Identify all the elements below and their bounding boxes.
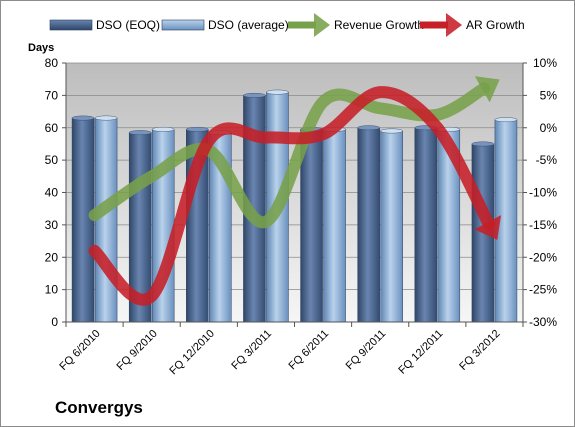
bar-dso-average xyxy=(380,130,403,323)
legend-label: DSO (EOQ) xyxy=(96,18,160,32)
right-tick-label: 10% xyxy=(533,56,557,70)
legend-label: AR Growth xyxy=(466,18,525,32)
x-tick-label: FQ 3/2012 xyxy=(457,328,502,373)
legend-label: Revenue Growth xyxy=(334,18,424,32)
legend: DSO (EOQ) DSO (average) Revenue Growth AR G… xyxy=(49,13,525,37)
x-tick-label: FQ 9/2010 xyxy=(115,328,160,373)
growth-lines xyxy=(88,76,502,306)
bar-cap xyxy=(128,130,152,136)
left-tick-label: 80 xyxy=(45,56,59,70)
left-tick-label: 60 xyxy=(45,121,59,135)
left-tick-label: 30 xyxy=(45,218,59,232)
left-axis-label: Days xyxy=(28,42,54,54)
right-tick-label: -30% xyxy=(529,315,557,329)
right-tick-label: -5% xyxy=(536,153,558,167)
company-name: Convergys xyxy=(55,398,143,417)
legend-arrowhead xyxy=(446,13,462,37)
bar-cap xyxy=(357,125,380,131)
bar-cap xyxy=(243,92,266,98)
legend-label: DSO (average) xyxy=(208,18,289,32)
bar-dso-eoq xyxy=(71,117,95,323)
x-tick-label: FQ 6/2010 xyxy=(57,328,102,373)
bar-cap xyxy=(71,115,95,121)
right-tick-label: 5% xyxy=(540,88,558,102)
legend-arrowhead xyxy=(314,13,330,37)
revenue-growth-arrowhead xyxy=(474,76,500,103)
bar-dso-average xyxy=(94,117,118,323)
bar-cap xyxy=(94,115,118,121)
left-tick-label: 20 xyxy=(45,250,59,264)
bar-dso-average xyxy=(323,129,346,323)
x-tick-label: FQ 9/2011 xyxy=(344,328,389,373)
left-tick-label: 40 xyxy=(45,186,59,200)
left-tick-label: 10 xyxy=(45,283,59,297)
right-tick-label: -25% xyxy=(529,283,557,297)
ar-growth-line xyxy=(88,86,495,306)
bar-cap xyxy=(380,128,403,134)
bar-cap xyxy=(186,126,209,132)
left-tick-label: 0 xyxy=(51,315,58,329)
bar-dso-eoq xyxy=(300,129,323,323)
x-tick-label: FQ 12/2010 xyxy=(167,328,217,378)
x-tick-label: FQ 12/2011 xyxy=(396,328,445,377)
bar-cap xyxy=(266,89,289,95)
bar-cap xyxy=(471,141,495,147)
right-tick-label: -15% xyxy=(529,218,557,232)
legend-swatch xyxy=(49,19,93,31)
x-tick-label: FQ 6/2011 xyxy=(287,328,332,373)
ar-growth-arrowhead xyxy=(474,215,502,240)
bar-dso-eoq xyxy=(357,127,380,323)
right-tick-label: 0% xyxy=(540,121,558,135)
bar-cap xyxy=(151,126,175,132)
right-tick-label: -10% xyxy=(529,186,557,200)
x-tick-label: FQ 3/2011 xyxy=(229,328,274,373)
left-tick-label: 50 xyxy=(45,153,59,167)
legend-swatch xyxy=(161,19,205,31)
right-tick-label: -20% xyxy=(529,250,557,264)
left-tick-label: 70 xyxy=(45,88,59,102)
bar-cap xyxy=(494,117,518,123)
bar-dso-eoq xyxy=(414,127,438,323)
